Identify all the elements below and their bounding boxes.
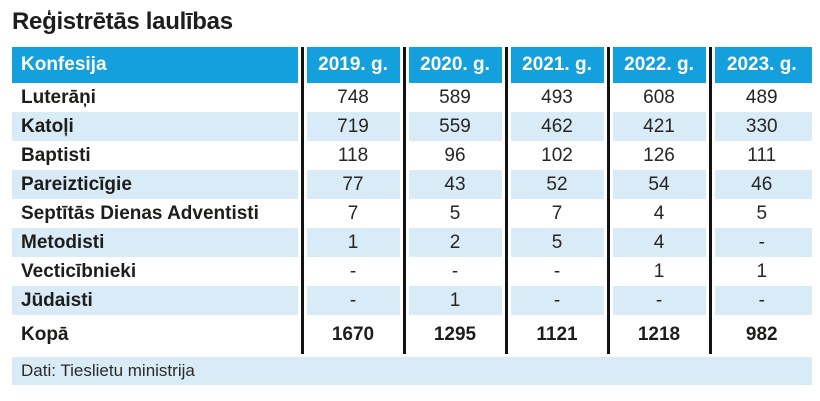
value-cell: 111 [708,141,812,170]
value-cell: 462 [504,112,608,141]
table-row: Septītās Dienas Adventisti 7 5 7 4 5 [12,199,812,228]
total-value-cell: 1121 [504,315,608,354]
value-cell: - [504,257,608,286]
table-row: Metodisti 1 2 5 4- [12,228,812,257]
value-cell: 489 [708,83,812,112]
row-label: Vecticībnieki [12,257,302,286]
value-cell: 421 [606,112,710,141]
total-label: Kopā [12,315,302,354]
value-cell: 96 [402,141,506,170]
column-header-konfesija: Konfesija [12,47,302,83]
row-label: Pareizticīgie [12,170,302,199]
page-title: Reģistrētās laulības [12,8,233,35]
value-cell: 54 [606,170,710,199]
value-cell: 102 [504,141,608,170]
total-value-cell: 1295 [402,315,506,354]
infographic: Reģistrētās laulības Konfesija 2019. g. 2… [12,8,812,385]
value-cell: 5 [504,228,608,257]
table-row: Vecticībnieki - - -1 1 [12,257,812,286]
total-row: Kopā 1670 1295 1121 1218 982 [12,315,812,354]
table-row: Jūdaisti -1- - - [12,286,812,315]
column-header-year: 2020. g. [402,47,506,83]
value-cell: 118 [300,141,404,170]
table-foot: Kopā 1670 1295 1121 1218 982 [12,315,812,354]
row-label: Septītās Dienas Adventisti [12,199,302,228]
total-value-cell: 1670 [300,315,404,354]
marriages-table: Konfesija 2019. g. 2020. g. 2021. g. 2022. … [12,47,812,354]
value-cell: 1 [708,257,812,286]
row-label: Luterāņi [12,83,302,112]
value-cell: 5 [708,199,812,228]
value-cell: 493 [504,83,608,112]
value-cell: 77 [300,170,404,199]
value-cell: - [708,286,812,315]
value-cell: - [708,228,812,257]
value-cell: 52 [504,170,608,199]
row-label: Jūdaisti [12,286,302,315]
table-row: Luterāņi 748 589 493 608 489 [12,83,812,112]
value-cell: 1 [606,257,710,286]
column-header-year: 2019. g. [300,47,404,83]
total-value-cell: 982 [708,315,812,354]
row-label: Metodisti [12,228,302,257]
table-row: Katoļi 719 559 462 421 330 [12,112,812,141]
value-cell: 4 [606,199,710,228]
table-row: Pareizticīgie 77 43 52 54 46 [12,170,812,199]
value-cell: 43 [402,170,506,199]
value-cell: 748 [300,83,404,112]
header-row: Konfesija 2019. g. 2020. g. 2021. g. 2022. … [12,47,812,83]
value-cell: 719 [300,112,404,141]
table-row: Baptisti 118 96 102 126 111 [12,141,812,170]
value-cell: 7 [504,199,608,228]
value-cell: 126 [606,141,710,170]
table-body: Luterāņi 748 589 493 608 489 Katoļi 719 559 462 42… [12,83,812,315]
value-cell: 4 [606,228,710,257]
value-cell: - [504,286,608,315]
value-cell: - [300,286,404,315]
value-cell: 5 [402,199,506,228]
value-cell: 7 [300,199,404,228]
source-note: Dati: Tieslietu ministrija [12,357,812,385]
value-cell: 330 [708,112,812,141]
value-cell: 46 [708,170,812,199]
table-head: Konfesija 2019. g. 2020. g. 2021. g. 2022. … [12,47,812,83]
value-cell: 1 [402,286,506,315]
column-header-year: 2023. g. [708,47,812,83]
column-header-year: 2022. g. [606,47,710,83]
value-cell: 1 [300,228,404,257]
value-cell: - [402,257,506,286]
value-cell: 2 [402,228,506,257]
value-cell: - [300,257,404,286]
value-cell: - [606,286,710,315]
total-value-cell: 1218 [606,315,710,354]
row-label: Katoļi [12,112,302,141]
column-header-year: 2021. g. [504,47,608,83]
value-cell: 608 [606,83,710,112]
value-cell: 589 [402,83,506,112]
value-cell: 559 [402,112,506,141]
row-label: Baptisti [12,141,302,170]
